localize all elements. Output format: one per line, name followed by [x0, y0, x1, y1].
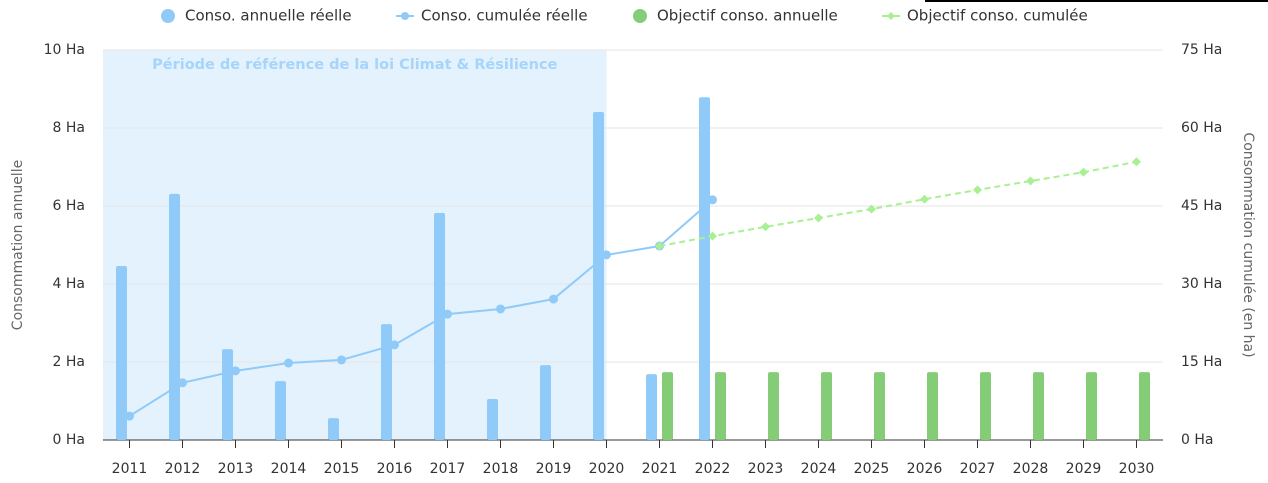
bar — [1033, 372, 1044, 440]
marker — [390, 340, 399, 350]
plot-band — [103, 50, 607, 440]
marker — [178, 378, 187, 388]
legend-label: Objectif conso. cumulée — [907, 7, 1088, 25]
marker — [125, 411, 134, 421]
marker — [337, 355, 346, 365]
marker — [1132, 157, 1141, 167]
marker — [1026, 176, 1035, 186]
x-tick-label: 2014 — [271, 461, 307, 477]
x-tick-label: 2019 — [536, 461, 572, 477]
x-tick-label: 2018 — [483, 461, 519, 477]
legend-symbol — [633, 9, 647, 23]
legend-label: Conso. annuelle réelle — [185, 7, 352, 25]
x-tick-label: 2011 — [112, 461, 148, 477]
x-tick-label: 2012 — [165, 461, 201, 477]
bar — [328, 418, 339, 440]
marker — [231, 366, 240, 376]
x-tick-label: 2026 — [907, 461, 943, 477]
bar — [646, 374, 657, 440]
bar — [381, 324, 392, 440]
x-tick-label: 2022 — [695, 461, 731, 477]
marker — [284, 358, 293, 368]
marker — [496, 304, 505, 314]
bar — [874, 372, 885, 440]
marker — [1079, 167, 1088, 177]
bar — [662, 372, 673, 440]
marker — [920, 194, 929, 204]
bar — [275, 381, 286, 440]
marker — [708, 231, 717, 241]
y-tick-label: 0 Ha — [53, 432, 85, 448]
marker — [973, 185, 982, 195]
plot-band-label: Période de référence de la loi Climat & … — [152, 57, 557, 73]
x-tick-label: 2030 — [1119, 461, 1155, 477]
y2-tick-label: 75 Ha — [1181, 42, 1222, 58]
x-tick-label: 2025 — [854, 461, 890, 477]
marker — [867, 204, 876, 214]
x-tick-label: 2016 — [377, 461, 413, 477]
line — [128, 199, 714, 417]
y-tick-label: 8 Ha — [53, 120, 85, 136]
bar — [1086, 372, 1097, 440]
bar — [715, 372, 726, 440]
x-tick-label: 2017 — [430, 461, 466, 477]
legend-label: Conso. cumulée réelle — [421, 7, 588, 25]
bar — [540, 365, 551, 440]
bar — [487, 399, 498, 440]
x-tick-label: 2027 — [960, 461, 996, 477]
y2-tick-label: 15 Ha — [1181, 354, 1222, 370]
x-tick-label: 2013 — [218, 461, 254, 477]
bar — [927, 372, 938, 440]
y2-tick-label: 45 Ha — [1181, 198, 1222, 214]
y-axis-title: Consommation annuelle — [10, 160, 26, 330]
legend-symbol — [161, 9, 175, 23]
bar — [768, 372, 779, 440]
bar — [222, 349, 233, 440]
bar — [434, 213, 445, 440]
y2-tick-label: 0 Ha — [1181, 432, 1213, 448]
bar — [116, 266, 127, 440]
line — [659, 160, 1137, 248]
marker — [708, 195, 717, 205]
y2-axis-title: Consommation cumulée (en ha) — [1240, 132, 1256, 357]
marker — [761, 222, 770, 232]
x-tick-label: 2015 — [324, 461, 360, 477]
bar — [980, 372, 991, 440]
marker — [602, 250, 611, 260]
bar — [1139, 372, 1150, 440]
bar — [699, 97, 710, 440]
bar — [169, 193, 180, 440]
y2-tick-label: 60 Ha — [1181, 120, 1222, 136]
marker — [443, 309, 452, 319]
x-tick-label: 2021 — [642, 461, 678, 477]
legend-label: Objectif conso. annuelle — [657, 7, 838, 25]
x-tick-label: 2029 — [1066, 461, 1102, 477]
y-tick-label: 4 Ha — [53, 276, 85, 292]
bar — [821, 372, 832, 440]
x-tick-label: 2023 — [748, 461, 784, 477]
y-tick-label: 6 Ha — [53, 198, 85, 214]
x-tick-label: 2028 — [1013, 461, 1049, 477]
y-tick-label: 2 Ha — [53, 354, 85, 370]
x-tick-label: 2024 — [801, 461, 837, 477]
marker — [549, 294, 558, 304]
y-tick-label: 10 Ha — [44, 42, 85, 58]
bar — [593, 112, 604, 440]
legend-symbol — [401, 12, 409, 20]
marker — [814, 213, 823, 223]
marker — [655, 241, 664, 251]
x-tick-label: 2020 — [589, 461, 625, 477]
legend-symbol — [887, 12, 895, 20]
y2-tick-label: 30 Ha — [1181, 276, 1222, 292]
